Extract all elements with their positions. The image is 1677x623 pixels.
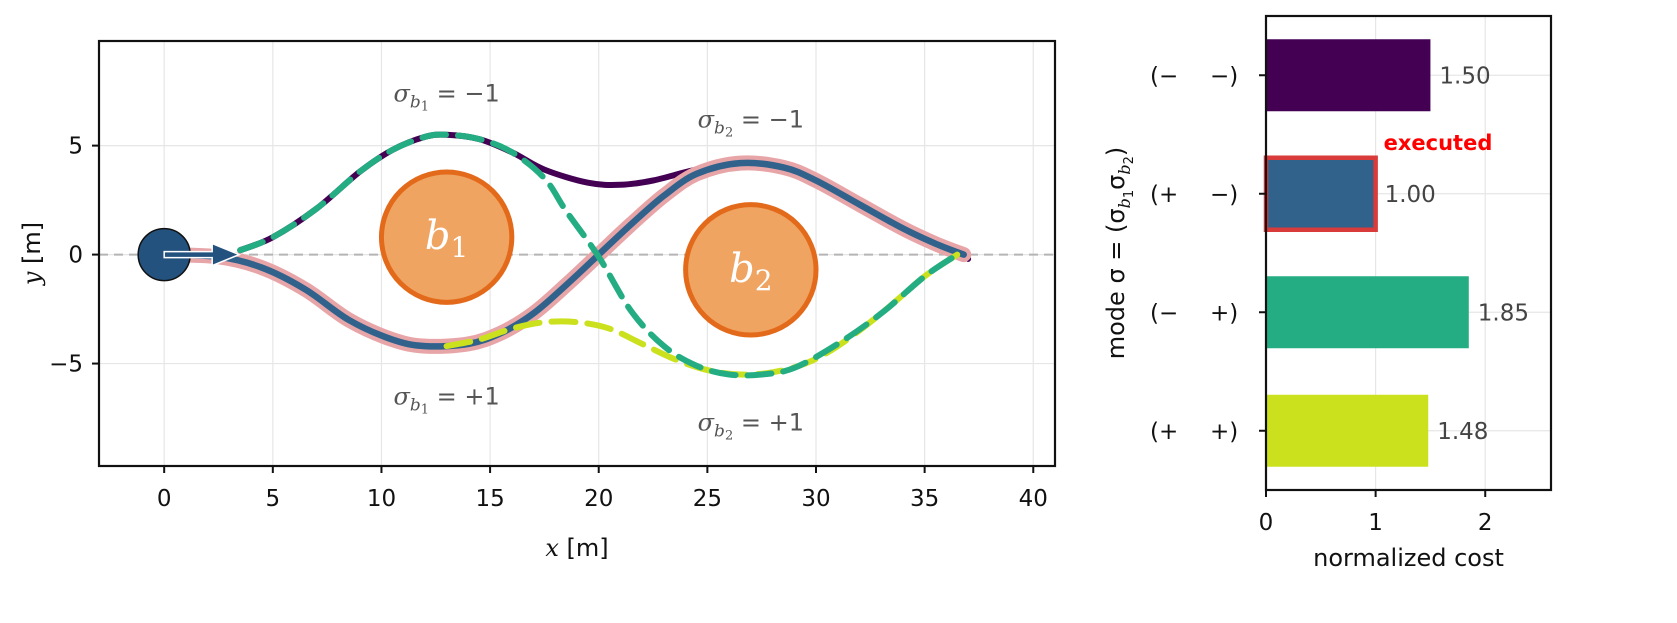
mode-tick-label-second: −) bbox=[1210, 63, 1238, 89]
obstacles: b1 b2 bbox=[378, 169, 819, 338]
mode-annotation: σb1 = −1 bbox=[393, 79, 499, 114]
mode-tick-label-second: +) bbox=[1210, 419, 1238, 445]
trajectory-pm bbox=[160, 159, 967, 350]
bar-value-label: 1.85 bbox=[1478, 300, 1529, 326]
x-tick-label: 25 bbox=[693, 486, 722, 512]
y-axis-label: mode σ = (σb1σb2) bbox=[1102, 147, 1137, 360]
x-axis-label: normalized cost bbox=[1313, 544, 1504, 572]
bar-value-label: 1.48 bbox=[1437, 419, 1488, 445]
x-tick-label: 2 bbox=[1478, 510, 1493, 536]
bar bbox=[1266, 39, 1431, 112]
plot-frame bbox=[1264, 14, 1553, 492]
x-tick-label: 15 bbox=[475, 486, 504, 512]
bar bbox=[1266, 394, 1429, 467]
mode-ticks: (− −) (+ −) (− +) (+ +) bbox=[1150, 63, 1266, 445]
mode-annotation: σb2 = +1 bbox=[698, 408, 804, 443]
y-axis-label: y [m] bbox=[18, 222, 46, 286]
x-axis-label: x [m] bbox=[545, 534, 608, 562]
x-tick-label: 0 bbox=[1259, 510, 1274, 536]
cost-bar-chart: 1.50 1.00 1.85 1.48 executed (− −) (+ −) (− +) (+… bbox=[1102, 14, 1553, 572]
y-tick-label: 5 bbox=[68, 134, 83, 160]
mode-tick-label-first: (− bbox=[1150, 300, 1178, 326]
bar-value-label: 1.50 bbox=[1439, 63, 1490, 89]
trajectory-mp bbox=[237, 131, 961, 379]
trajectory-plot: b1 b2 σb1 = −1 σb2 = −1 σb1 = +1 σb2 = +1 0 5… bbox=[18, 39, 1057, 562]
y-tick-label: −5 bbox=[49, 352, 83, 378]
bar-executed bbox=[1263, 155, 1378, 232]
x-tick-label: 10 bbox=[367, 486, 396, 512]
mode-tick-label-first: (+ bbox=[1150, 419, 1178, 445]
y-ticks: −5 0 5 bbox=[49, 134, 99, 378]
y-tick-label: 0 bbox=[68, 243, 83, 269]
obstacle-b1 bbox=[378, 169, 515, 305]
mode-tick-label-second: −) bbox=[1210, 182, 1238, 208]
grid bbox=[99, 41, 1055, 466]
x-tick-label: 1 bbox=[1368, 510, 1383, 536]
bar-value-labels: 1.50 1.00 1.85 1.48 bbox=[1385, 63, 1529, 445]
mode-annotations: σb1 = −1 σb2 = −1 σb1 = +1 σb2 = +1 bbox=[393, 79, 803, 443]
x-tick-label: 30 bbox=[801, 486, 830, 512]
bar bbox=[1266, 276, 1469, 349]
x-ticks: 0 1 2 bbox=[1259, 490, 1493, 536]
mode-tick-label-first: (− bbox=[1150, 63, 1178, 89]
x-ticks: 0 5 10 15 20 25 30 35 40 bbox=[157, 466, 1048, 512]
bar-value-label: 1.00 bbox=[1385, 182, 1436, 208]
bars bbox=[1263, 39, 1469, 467]
x-tick-label: 0 bbox=[157, 486, 172, 512]
obstacle-label: b2 bbox=[729, 246, 772, 297]
mode-annotation: σb1 = +1 bbox=[393, 382, 499, 417]
mode-tick-label-first: (+ bbox=[1150, 182, 1178, 208]
executed-label: executed bbox=[1384, 131, 1493, 155]
x-tick-label: 20 bbox=[584, 486, 613, 512]
obstacle-b2 bbox=[683, 202, 819, 338]
x-tick-label: 5 bbox=[265, 486, 280, 512]
mode-tick-label-second: +) bbox=[1210, 300, 1238, 326]
start-marker bbox=[137, 227, 242, 282]
trajectory-series bbox=[156, 131, 972, 379]
plot-frame bbox=[97, 39, 1057, 468]
x-tick-label: 35 bbox=[910, 486, 939, 512]
mode-annotation: σb2 = −1 bbox=[698, 105, 804, 140]
x-tick-label: 40 bbox=[1019, 486, 1048, 512]
heading-arrow bbox=[163, 242, 242, 267]
obstacle-label: b1 bbox=[425, 213, 468, 264]
